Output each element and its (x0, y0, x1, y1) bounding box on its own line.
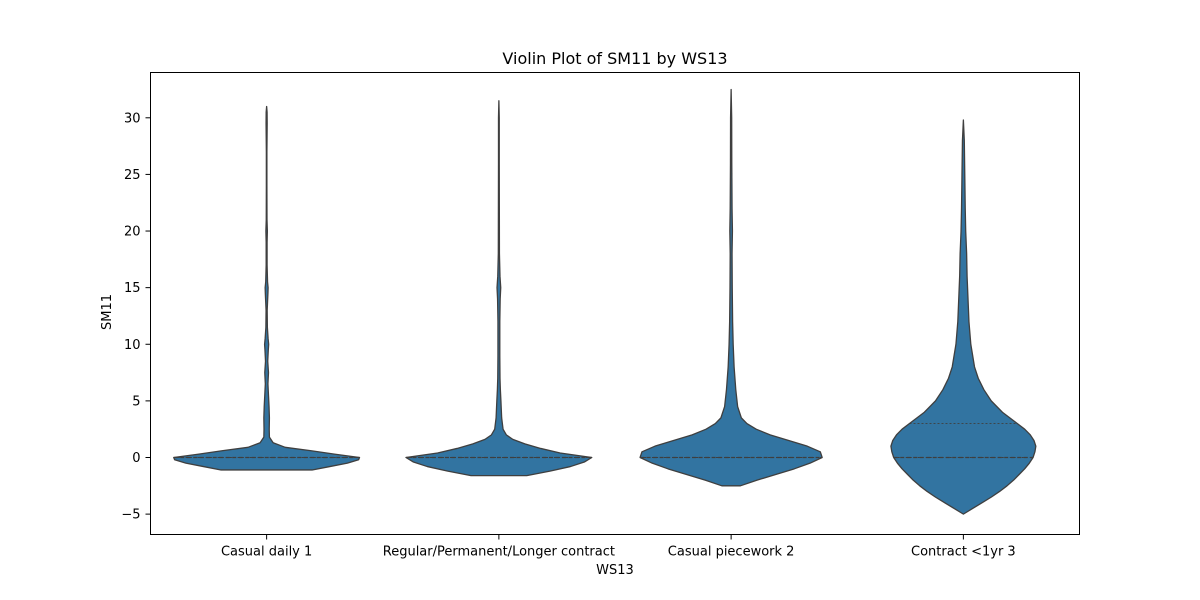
y-tick-label: 0 (132, 451, 140, 466)
violins-layer (173, 88, 1037, 515)
x-axis: Casual daily 1 Regular/Permanent/Longer c… (221, 534, 1016, 560)
plot-frame (150, 72, 1080, 535)
chart-title: Violin Plot of SM11 by WS13 (502, 49, 727, 68)
x-tick-label: Contract <1yr 3 (911, 545, 1016, 560)
violin-body (405, 100, 593, 477)
x-axis-label: WS13 (596, 563, 634, 578)
y-tick-label: 20 (124, 225, 141, 240)
violin-body (890, 119, 1037, 515)
y-tick-label: 30 (124, 111, 141, 126)
violin-body (639, 88, 823, 487)
y-tick-label: 5 (132, 394, 140, 409)
x-tick-label: Casual piecework 2 (668, 545, 795, 560)
x-tick-label: Regular/Permanent/Longer contract (383, 545, 615, 560)
y-axis: −5 0 5 10 15 20 25 30 (121, 111, 151, 523)
x-tick-label: Casual daily 1 (221, 545, 312, 560)
y-tick-label: −5 (121, 508, 140, 523)
violin-body (173, 105, 361, 471)
y-tick-label: 25 (124, 168, 141, 183)
y-tick-label: 10 (124, 338, 141, 353)
y-axis-label: SM11 (100, 294, 115, 330)
y-tick-label: 15 (124, 281, 141, 296)
